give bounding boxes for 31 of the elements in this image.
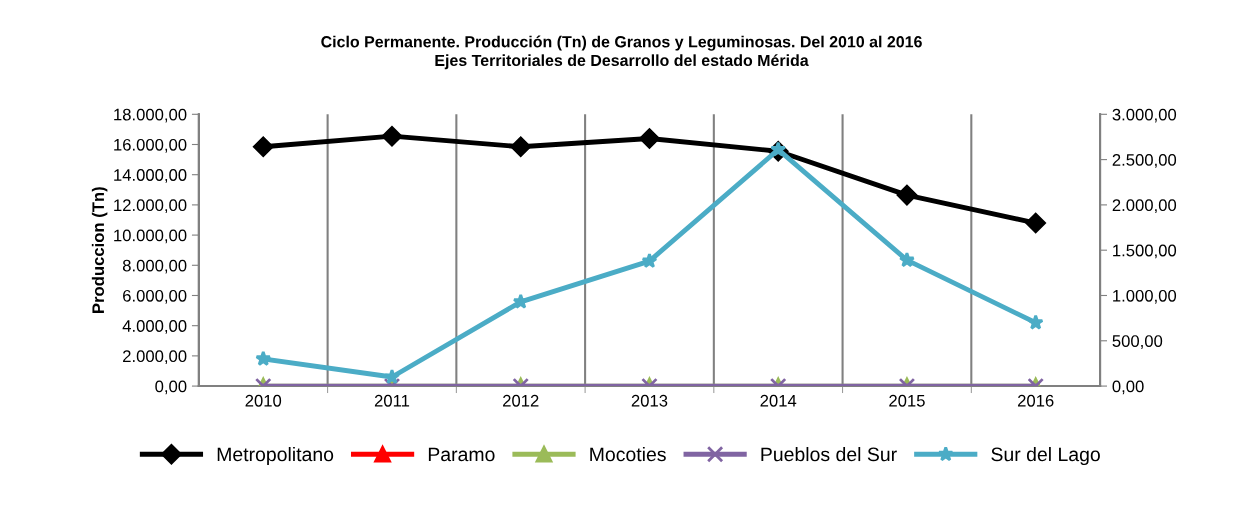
legend-label: Metropolitano [217,446,334,466]
y2-tick-label: 1.500,00 [1113,244,1177,259]
legend-label: Sur del Lago [991,446,1100,466]
y-tick-label: 0,00 [155,380,187,395]
y2-tick-label: 2.500,00 [1112,154,1177,168]
x-tick-label: 2016 [1017,394,1054,407]
x-tick-label: 2014 [760,394,797,407]
x-tick-label: 2015 [889,394,925,407]
y2-tick-label: 0,00 [1112,380,1144,395]
chart-title: Ciclo Permanente. Producción (Tn) de Granos y Leguminosas. Del 2010 al 2016 Ejes Territoriales de Desarrollo del estado Mérida [321,35,922,70]
y-tick-label: 10.000,00 [114,229,187,244]
x-tick-label: 2011 [374,394,410,407]
legend-label: Mocoties [590,446,666,462]
legend-label: Paramo [428,447,495,462]
legend-label: Pueblos del Sur [761,446,897,462]
y2-tick-label: 3.000,00 [1112,108,1177,123]
y2-tick-label: 1.000,00 [1113,289,1177,304]
y-tick-label: 6.000,00 [123,289,187,304]
y-tick-label: 14.000,00 [114,169,187,183]
y-tick-label: 18.000,00 [114,108,187,123]
y-tick-label: 4.000,00 [122,320,187,334]
y-tick-label: 8.000,00 [122,259,187,274]
y-tick-label: 16.000,00 [114,138,187,153]
y2-tick-label: 500,00 [1112,335,1163,349]
x-tick-label: 2012 [503,394,539,407]
x-tick-label: 2013 [631,394,668,407]
y-tick-label: 12.000,00 [114,199,187,214]
x-tick-label: 2010 [245,394,282,407]
y-axis-title: Produccion (Tn) [91,187,108,313]
y-tick-label: 2.000,00 [123,350,187,365]
y2-tick-label: 2.000,00 [1112,199,1177,214]
